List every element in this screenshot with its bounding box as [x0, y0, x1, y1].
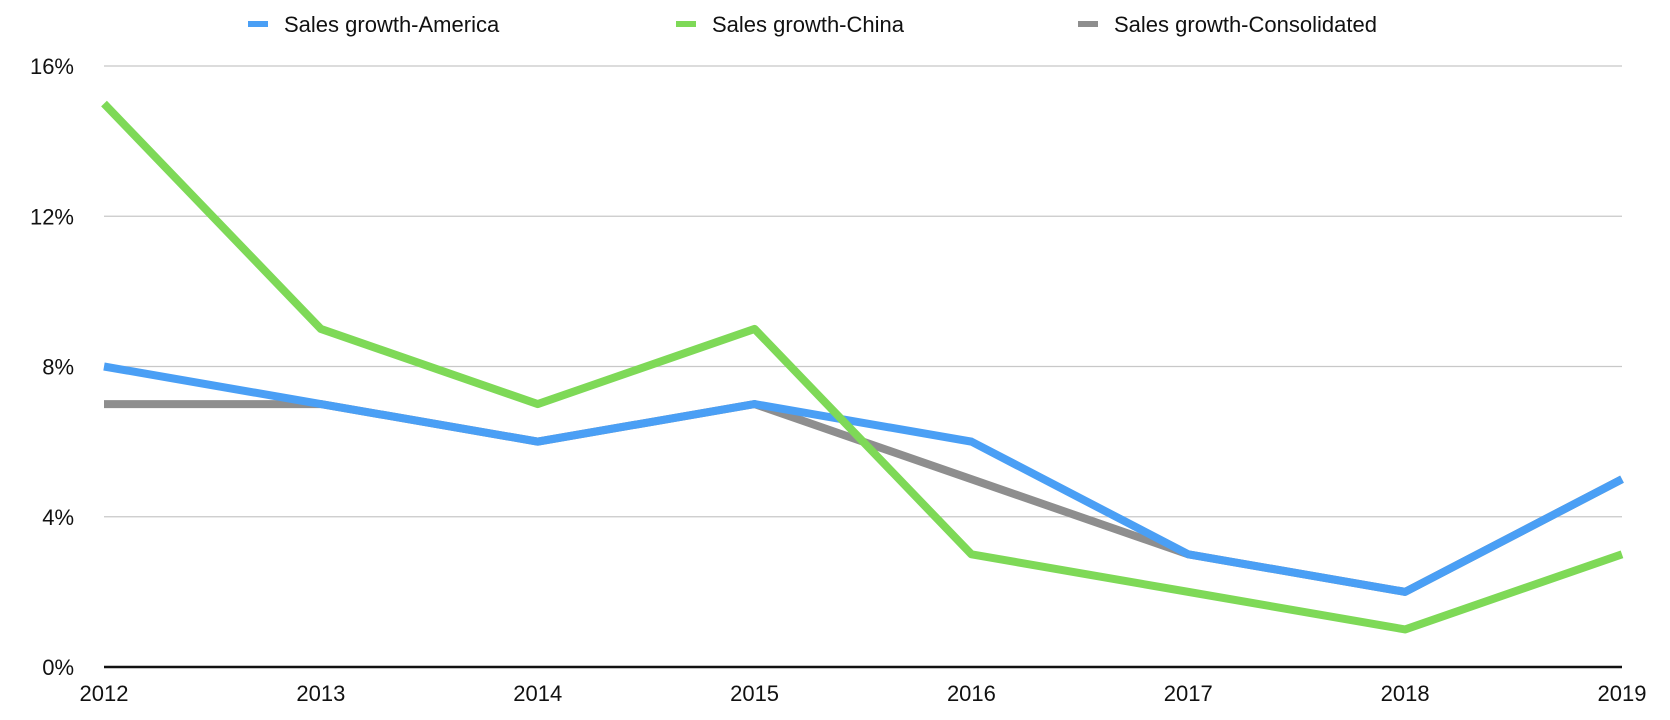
data-point [968, 551, 974, 557]
data-point [1402, 626, 1408, 632]
data-point [752, 326, 758, 332]
data-point [318, 326, 324, 332]
data-point [968, 439, 974, 445]
data-point [1185, 589, 1191, 595]
series-line-sales-growth-consolidated [104, 400, 1624, 596]
data-point [968, 476, 974, 482]
data-point [318, 401, 324, 407]
y-tick-label: 0% [42, 655, 74, 680]
x-tick-label: 2015 [730, 681, 779, 706]
data-point [535, 401, 541, 407]
y-tick-label: 8% [42, 355, 74, 380]
series-layer [101, 100, 1625, 634]
data-point [1185, 551, 1191, 557]
series-line-sales-growth-china [101, 100, 1624, 634]
gridlines [104, 65, 1622, 518]
data-point [752, 401, 758, 407]
x-tick-label: 2013 [296, 681, 345, 706]
legend: Sales growth-America Sales growth-China Sa… [248, 12, 1377, 37]
x-tick-label: 2019 [1598, 681, 1647, 706]
y-tick-label: 16% [30, 54, 74, 79]
x-tick-label: 2016 [947, 681, 996, 706]
data-point [1402, 589, 1408, 595]
data-point [535, 439, 541, 445]
data-point [101, 401, 107, 407]
data-point [1619, 476, 1625, 482]
x-tick-label: 2014 [513, 681, 562, 706]
x-tick-label: 2018 [1381, 681, 1430, 706]
legend-label: Sales growth-Consolidated [1114, 12, 1377, 37]
x-tick-label: 2017 [1164, 681, 1213, 706]
y-tick-label: 12% [30, 204, 74, 229]
y-axis: 0% 4% 8% 12% 16% [30, 54, 74, 680]
x-axis: 2012 2013 2014 2015 2016 2017 2018 2019 [80, 665, 1647, 706]
y-tick-label: 4% [42, 505, 74, 530]
series-line-sales-growth-america [103, 362, 1624, 596]
x-tick-label: 2012 [80, 681, 129, 706]
legend-label: Sales growth-America [284, 12, 500, 37]
data-point [1619, 551, 1625, 557]
data-point [101, 101, 107, 107]
data-point [101, 364, 107, 370]
legend-label: Sales growth-China [712, 12, 905, 37]
